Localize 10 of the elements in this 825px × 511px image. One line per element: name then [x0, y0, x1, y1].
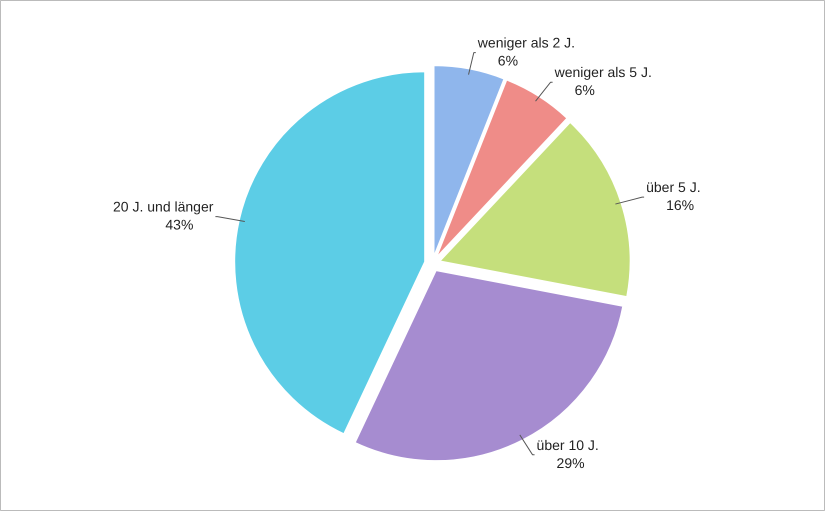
slice-label: weniger als 2 J.: [476, 34, 576, 51]
data-label: 43%: [165, 216, 194, 233]
slice-label: 20 J. und länger: [113, 198, 214, 215]
data-label: 6%: [574, 82, 595, 98]
data-label: 29%: [556, 454, 585, 471]
slice-label: über 10 J.: [536, 436, 599, 453]
data-label: 16%: [666, 197, 694, 214]
slice-label: über 5 J.: [646, 179, 701, 196]
slice-label: weniger als 5 J.: [554, 64, 652, 80]
data-label: 6%: [498, 52, 518, 69]
